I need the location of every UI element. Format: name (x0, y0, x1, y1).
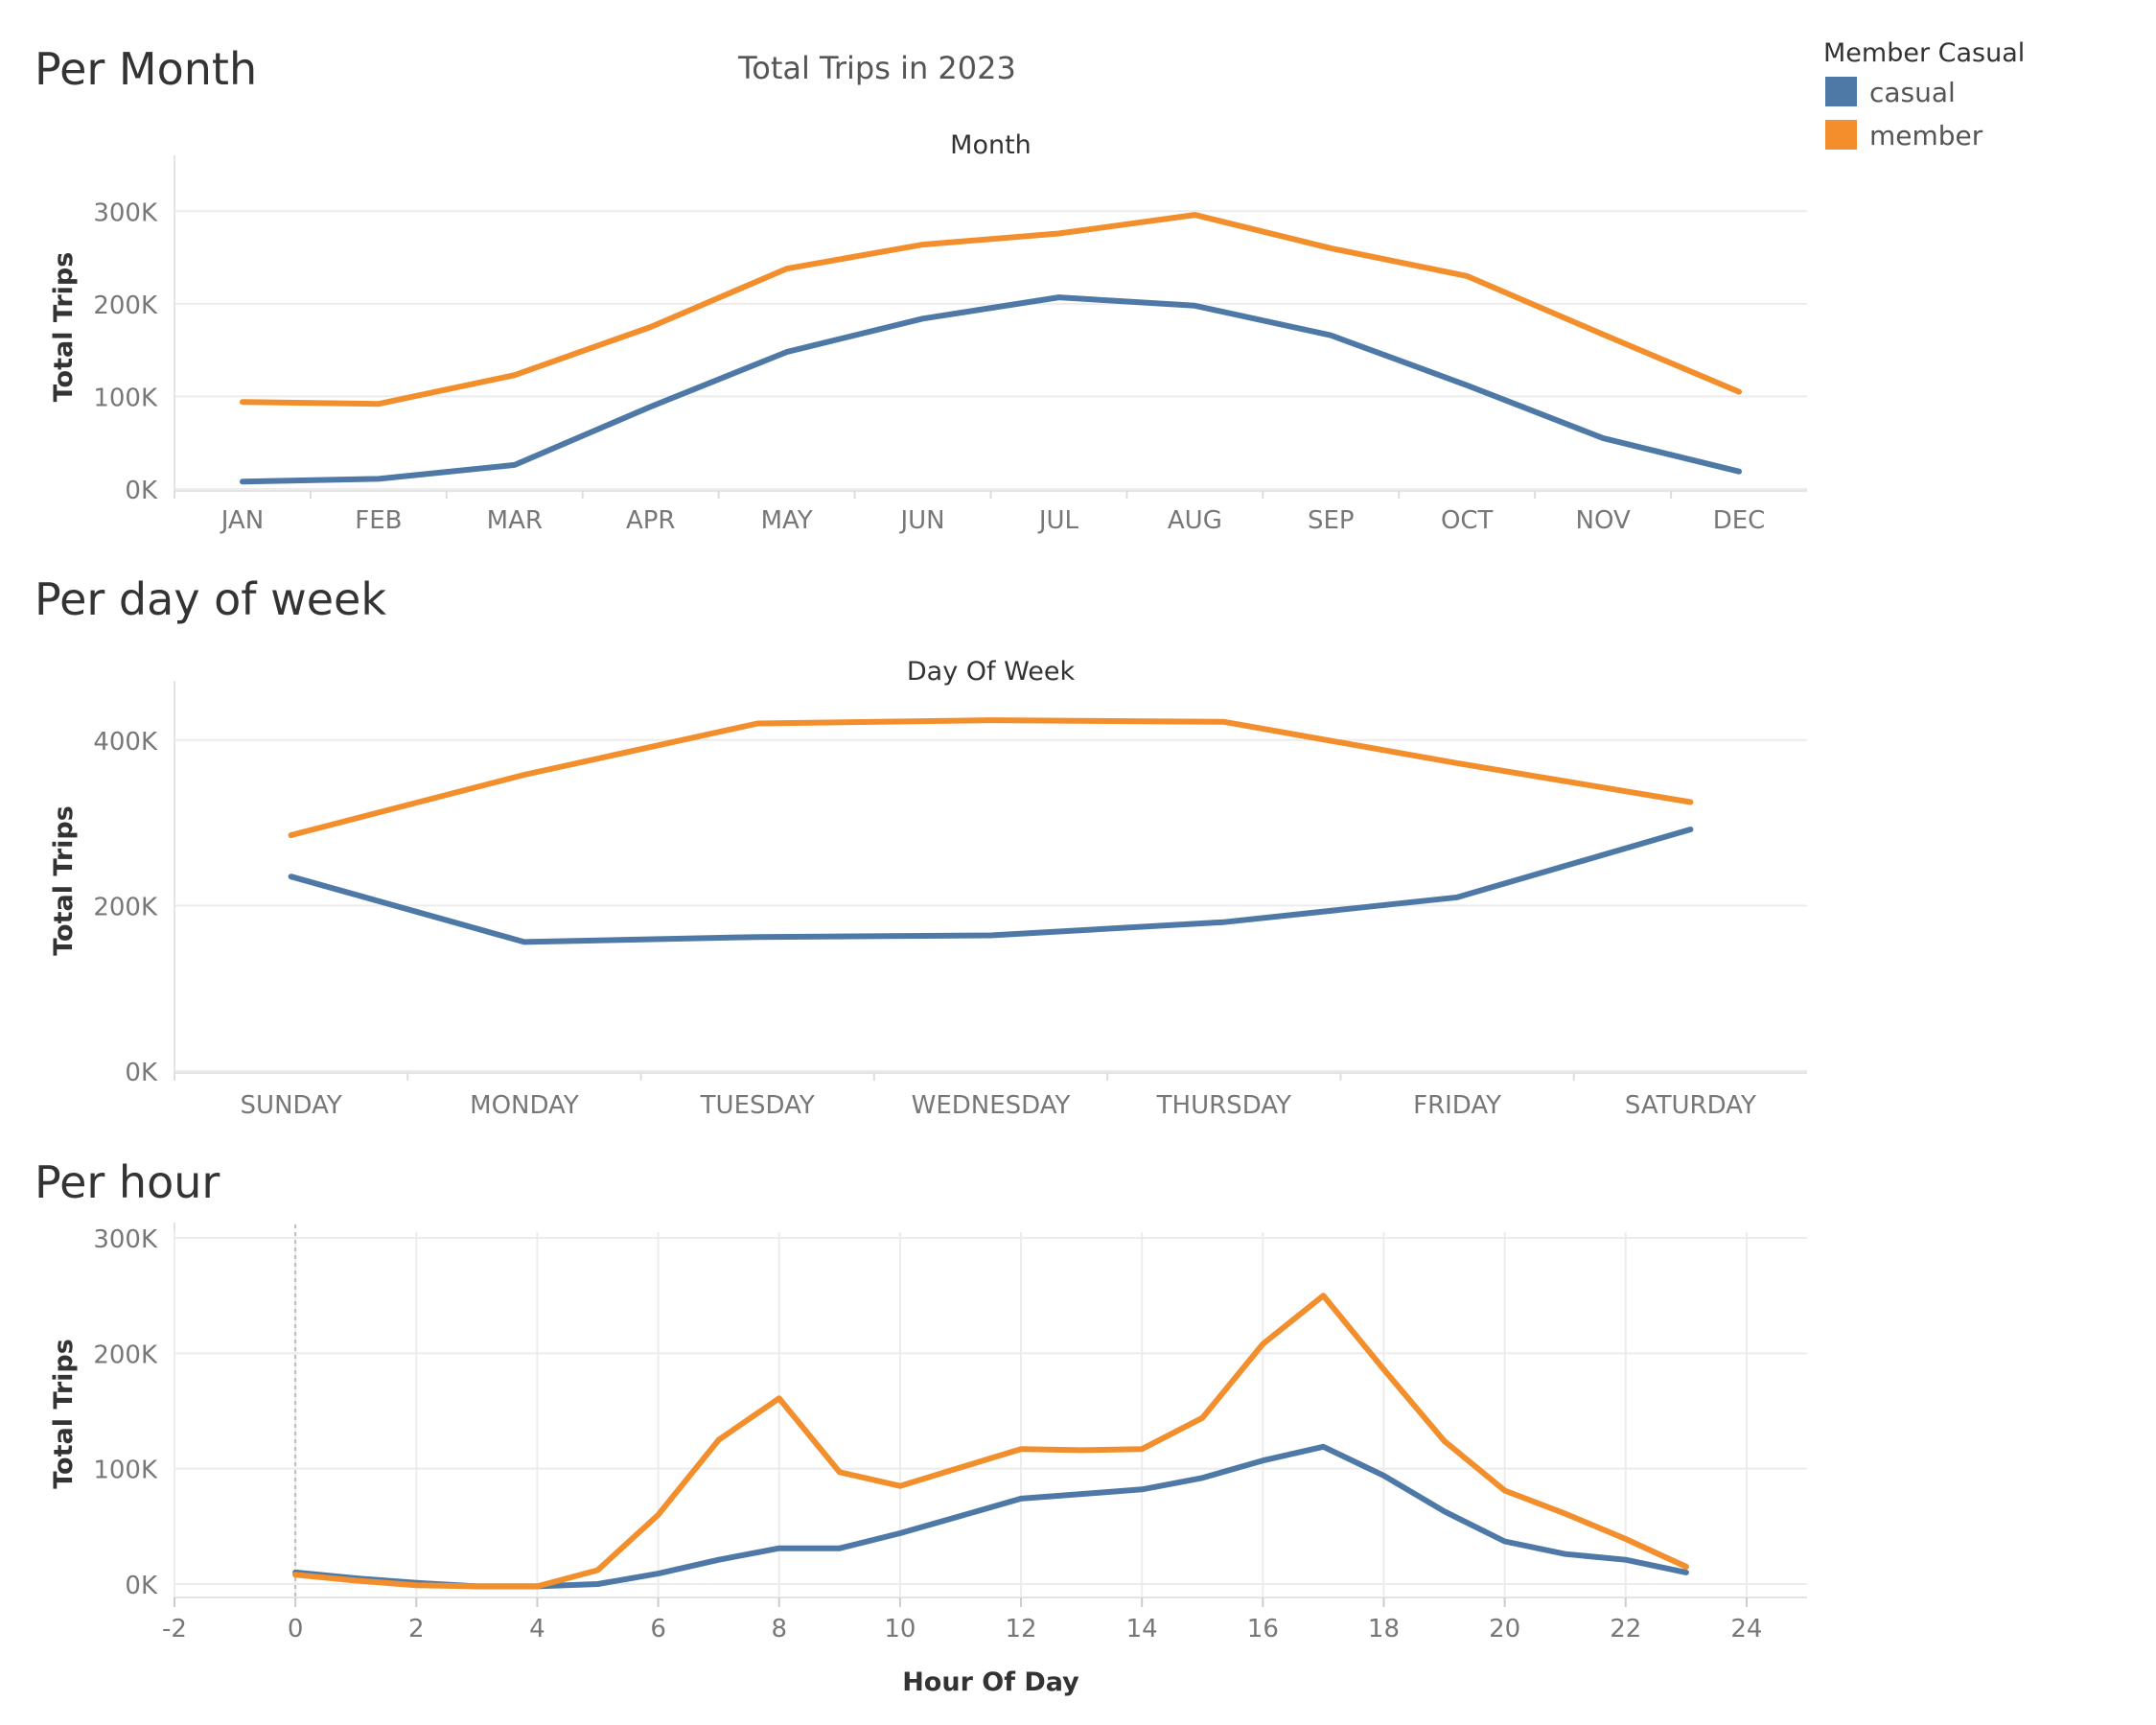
x-tick-label: TUESDAY (700, 1091, 815, 1120)
x-tick-label: NOV (1576, 506, 1631, 535)
y-axis-title: Total Trips (49, 1339, 79, 1489)
x-tick-label: APR (626, 506, 676, 535)
y-tick-label: 400K (93, 728, 158, 757)
section-heading-per-month: Per Month (35, 43, 257, 95)
x-tick-label: THURSDAY (1156, 1091, 1291, 1120)
x-tick-label: 16 (1247, 1615, 1279, 1643)
x-tick-label: JUN (898, 506, 944, 535)
series-line-casual[interactable] (240, 294, 1742, 485)
x-tick-label: FEB (355, 506, 402, 535)
y-tick-label: 200K (93, 291, 158, 320)
x-tick-label: MAY (761, 506, 813, 535)
x-tick-label: MAR (487, 506, 543, 535)
x-tick-label: MONDAY (470, 1091, 579, 1120)
chart-title: Month (950, 130, 1032, 160)
y-tick-label: 100K (93, 1457, 158, 1485)
x-tick-label: 2 (408, 1615, 425, 1643)
x-tick-label: FRIDAY (1413, 1091, 1501, 1120)
series-line-casual[interactable] (288, 827, 1694, 945)
x-tick-label: 20 (1489, 1615, 1520, 1643)
x-tick-label: WEDNESDAY (912, 1091, 1071, 1120)
y-axis-title: Total Trips (49, 252, 79, 403)
x-axis-title: Hour Of Day (902, 1667, 1079, 1697)
y-tick-label: 100K (93, 384, 158, 412)
x-tick-label: OCT (1441, 506, 1494, 535)
x-tick-label: JAN (220, 506, 264, 535)
x-tick-label: JUL (1037, 506, 1079, 535)
x-tick-label: 10 (884, 1615, 916, 1643)
y-tick-label: 300K (93, 1225, 158, 1254)
series-line-member[interactable] (240, 212, 1742, 408)
x-tick-label: 24 (1730, 1615, 1762, 1643)
legend-label-casual[interactable]: casual (1869, 77, 1956, 108)
series-line-member[interactable] (288, 717, 1694, 838)
y-axis-title: Total Trips (49, 805, 79, 956)
y-tick-label: 200K (93, 1340, 158, 1369)
dashboard-title: Total Trips in 2023 (737, 50, 1016, 86)
x-tick-label: 18 (1368, 1615, 1400, 1643)
series-line-member[interactable] (292, 1293, 1689, 1590)
chart-title: Day Of Week (907, 657, 1076, 687)
legend-swatch-member[interactable] (1825, 120, 1857, 150)
x-tick-label: 8 (771, 1615, 787, 1643)
legend-title: Member Casual (1823, 38, 2025, 68)
x-tick-label: SEP (1308, 506, 1355, 535)
x-tick-label: SUNDAY (241, 1091, 342, 1120)
y-tick-label: 0K (125, 1572, 158, 1600)
chart-per-month: 0K 100K 200K 300K JAN FEB MAR APR MAY JUN JUL AUG SE… (49, 130, 1807, 535)
x-tick-label: 22 (1610, 1615, 1641, 1643)
section-heading-per-day-of-week: Per day of week (35, 573, 386, 625)
x-tick-label: 6 (650, 1615, 666, 1643)
x-tick-label: -2 (162, 1615, 187, 1643)
x-tick-label: DEC (1713, 506, 1766, 535)
x-tick-label: 12 (1005, 1615, 1036, 1643)
y-tick-label: 0K (125, 1059, 158, 1087)
chart-per-day-of-week: 0K 200K 400K SUNDAY MONDAY TUESDAY WEDNESDAY TH… (49, 657, 1807, 1120)
x-tick-label: 14 (1126, 1615, 1158, 1643)
x-tick-label: AUG (1168, 506, 1222, 535)
section-heading-per-hour: Per hour (35, 1156, 220, 1208)
y-tick-label: 0K (125, 477, 158, 505)
legend-label-member[interactable]: member (1869, 120, 1983, 152)
y-tick-label: 200K (93, 893, 158, 921)
legend-swatch-casual[interactable] (1825, 77, 1857, 106)
x-tick-label: 0 (288, 1615, 304, 1643)
x-tick-label: 4 (529, 1615, 545, 1643)
y-tick-label: 300K (93, 198, 158, 227)
legend[interactable]: Member Casual casual member (1823, 38, 2025, 152)
x-tick-label: SATURDAY (1625, 1091, 1756, 1120)
